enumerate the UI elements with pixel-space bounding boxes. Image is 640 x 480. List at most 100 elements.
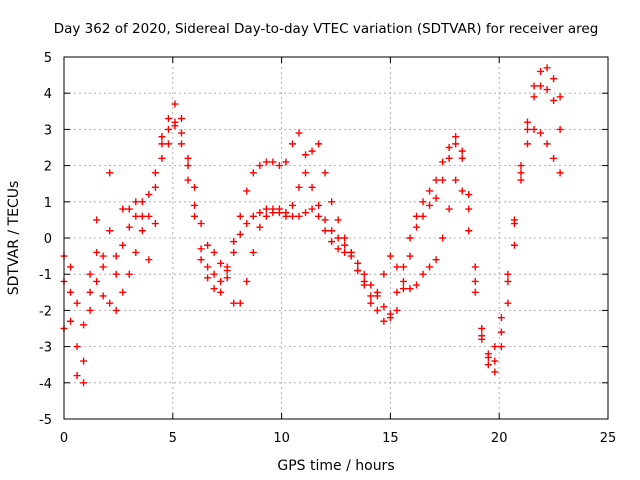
- data-point: [249, 169, 257, 177]
- data-point: [354, 259, 362, 267]
- data-point: [491, 343, 499, 351]
- data-point: [217, 288, 225, 296]
- data-point: [99, 252, 107, 260]
- y-tick-label: 2: [44, 160, 52, 175]
- data-point: [197, 220, 205, 228]
- data-point: [458, 147, 466, 155]
- data-point: [80, 379, 88, 387]
- data-point: [556, 93, 564, 101]
- gridlines: [64, 57, 608, 419]
- data-point: [73, 372, 81, 380]
- series-track-c: [60, 64, 564, 387]
- data-point: [426, 187, 434, 195]
- data-point: [93, 277, 101, 285]
- data-point: [360, 270, 368, 278]
- data-point: [164, 140, 172, 148]
- data-point: [191, 201, 199, 209]
- data-point: [132, 198, 140, 206]
- data-point: [432, 256, 440, 264]
- data-point: [537, 82, 545, 90]
- data-point: [106, 169, 114, 177]
- data-point: [354, 267, 362, 275]
- data-point: [204, 241, 212, 249]
- data-point: [243, 220, 251, 228]
- data-point: [295, 129, 303, 137]
- data-point: [537, 67, 545, 75]
- data-point: [119, 241, 127, 249]
- data-point: [132, 212, 140, 220]
- y-tick-label: 1: [44, 196, 52, 211]
- data-point: [413, 212, 421, 220]
- data-point: [380, 317, 388, 325]
- data-point: [178, 140, 186, 148]
- data-point: [452, 133, 460, 141]
- data-point: [243, 187, 251, 195]
- data-point: [217, 259, 225, 267]
- data-point: [523, 118, 531, 126]
- data-point: [288, 212, 296, 220]
- y-tick-label: 5: [44, 51, 52, 66]
- data-point: [399, 263, 407, 271]
- data-point: [217, 277, 225, 285]
- series-track-a: [60, 82, 564, 365]
- data-point: [67, 263, 75, 271]
- data-point: [478, 332, 486, 340]
- data-point: [158, 133, 166, 141]
- series-track-b: [60, 118, 564, 361]
- data-point: [275, 162, 283, 170]
- data-point: [262, 205, 270, 213]
- data-point: [458, 154, 466, 162]
- data-point: [151, 220, 159, 228]
- data-point: [256, 209, 264, 217]
- data-point: [145, 191, 153, 199]
- data-point: [523, 125, 531, 133]
- data-points: [60, 64, 564, 387]
- data-point: [399, 285, 407, 293]
- data-point: [556, 125, 564, 133]
- data-point: [334, 216, 342, 224]
- data-point: [288, 140, 296, 148]
- data-point: [119, 205, 127, 213]
- data-point: [138, 227, 146, 235]
- data-point: [334, 234, 342, 242]
- axis-ticks: [63, 56, 609, 420]
- data-point: [373, 306, 381, 314]
- data-point: [406, 285, 414, 293]
- x-tick-label: 5: [169, 431, 177, 446]
- data-point: [537, 129, 545, 137]
- data-point: [243, 277, 251, 285]
- data-point: [171, 100, 179, 108]
- data-point: [367, 299, 375, 307]
- data-point: [164, 115, 172, 123]
- data-point: [530, 93, 538, 101]
- data-point: [315, 212, 323, 220]
- data-point: [413, 281, 421, 289]
- data-point: [465, 205, 473, 213]
- data-point: [184, 176, 192, 184]
- data-point: [80, 321, 88, 329]
- data-point: [210, 248, 218, 256]
- data-point: [158, 154, 166, 162]
- data-point: [262, 212, 270, 220]
- data-point: [223, 274, 231, 282]
- data-point: [491, 357, 499, 365]
- data-point: [439, 176, 447, 184]
- data-point: [256, 223, 264, 231]
- data-point: [517, 176, 525, 184]
- data-point: [321, 227, 329, 235]
- data-point: [373, 288, 381, 296]
- data-point: [86, 270, 94, 278]
- data-point: [151, 183, 159, 191]
- data-point: [86, 288, 94, 296]
- data-point: [426, 201, 434, 209]
- data-point: [99, 292, 107, 300]
- data-point: [184, 154, 192, 162]
- data-point: [432, 194, 440, 202]
- data-point: [517, 169, 525, 177]
- data-point: [236, 230, 244, 238]
- data-point: [230, 248, 238, 256]
- x-tick-label: 10: [273, 431, 290, 446]
- data-point: [119, 288, 127, 296]
- y-axis-label: SDTVAR / TECUs: [6, 181, 22, 296]
- x-tick-label: 25: [600, 431, 617, 446]
